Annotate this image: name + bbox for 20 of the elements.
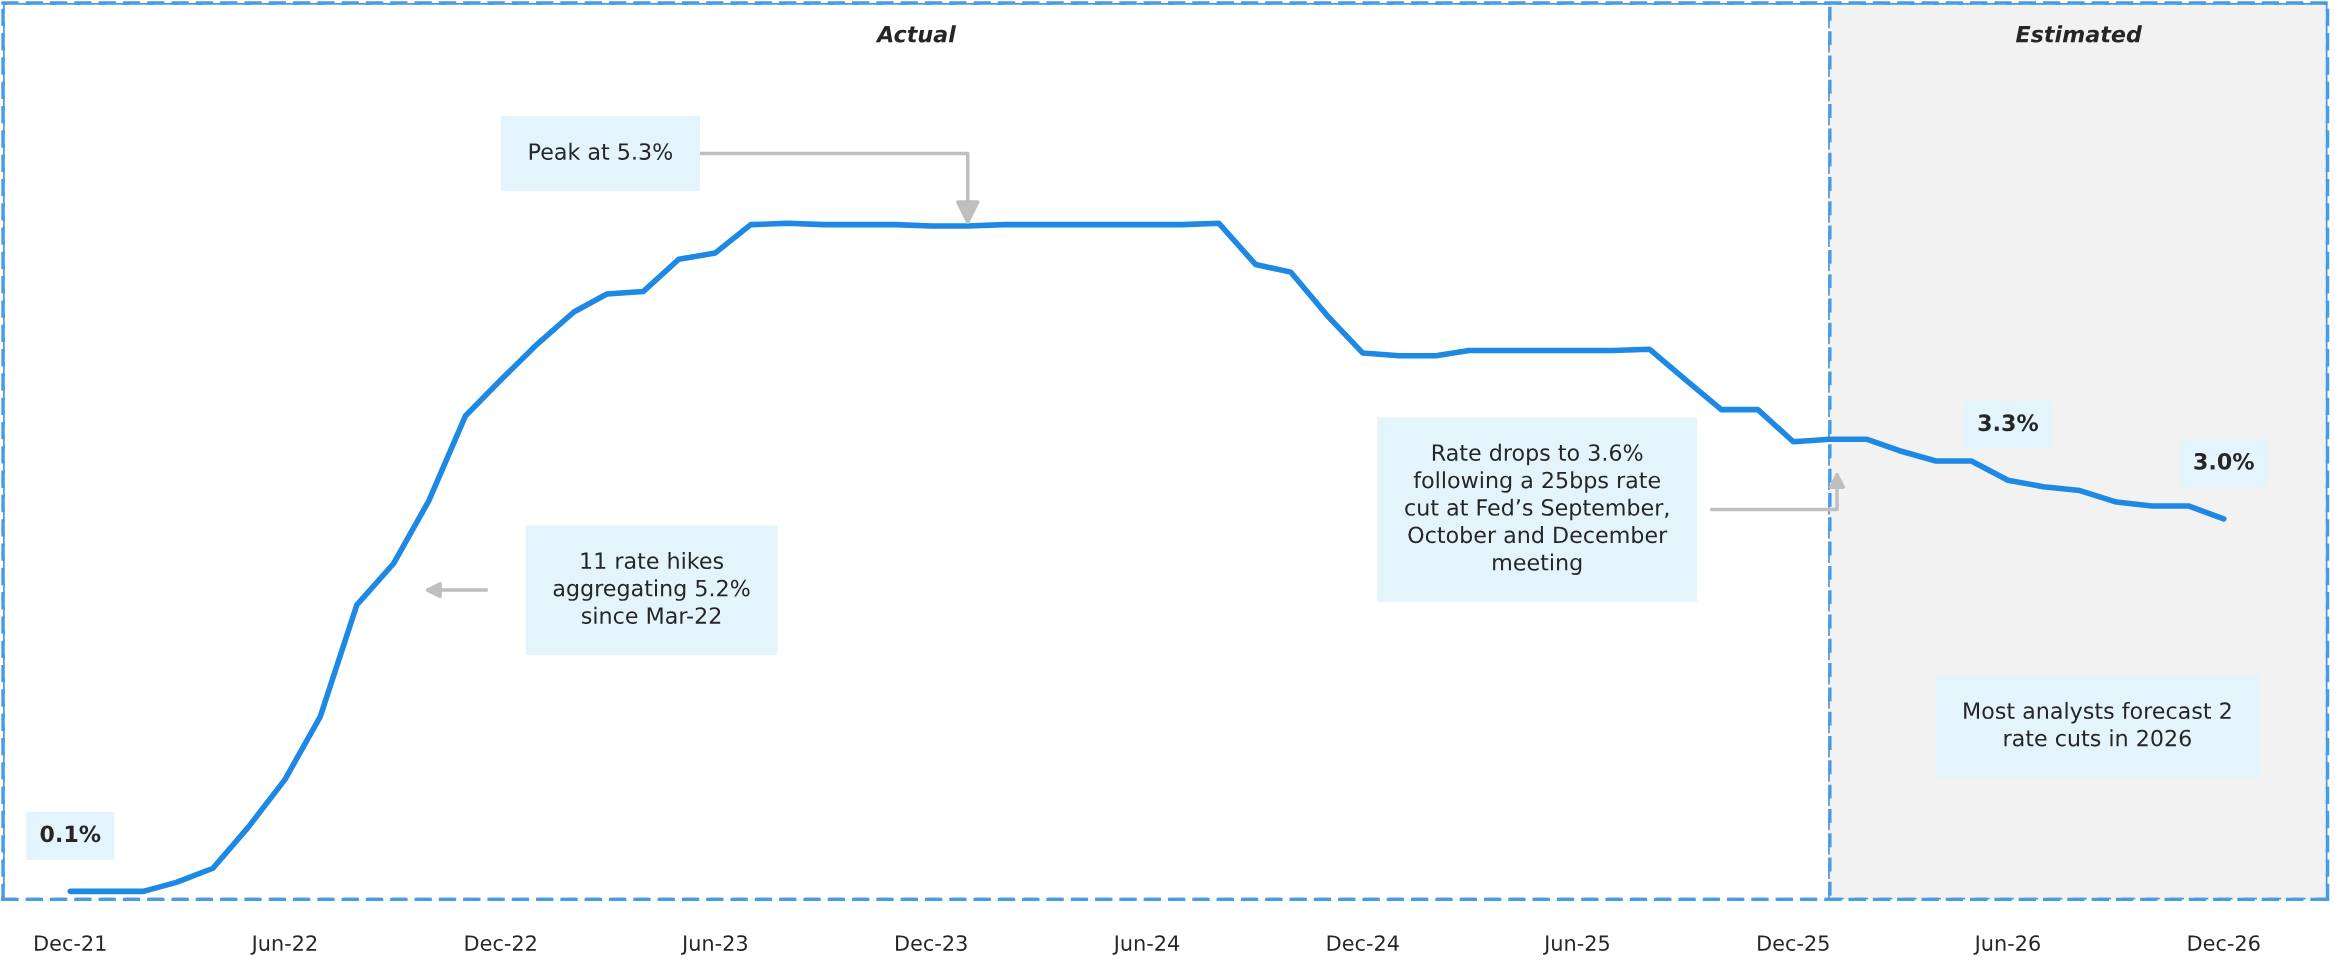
annotation: 11 rate hikes aggregating 5.2% since Mar-22: [553, 551, 750, 624]
x-tick-label: Jun-24: [1112, 935, 1180, 955]
x-tick-label: Dec-25: [1758, 935, 1829, 951]
x-tick-label: Jun-22: [250, 935, 317, 955]
x-tick-label: Dec-26: [2188, 935, 2260, 951]
x-tick-label: Dec-23: [896, 935, 967, 951]
x-tick-label: Jun-25: [1543, 935, 1609, 955]
band-label: Actual: [875, 25, 957, 43]
annotation: Rate drops to 3.6% following a 25bps rate cut at Fed’s September, October and December meeting: [1405, 443, 1669, 575]
annotation: Most analysts forecast 2 rate cuts in 2026: [1964, 701, 2231, 747]
data-label: 3.0%: [2194, 452, 2254, 470]
annotation: Peak at 5.3%: [529, 142, 673, 160]
data-label: 3.3%: [1978, 414, 2039, 432]
data-label: 0.1%: [40, 825, 101, 843]
x-tick-label: Jun-26: [1973, 935, 2040, 955]
x-tick-label: Jun-23: [680, 935, 747, 955]
x-tick-label: Dec-21: [35, 935, 106, 951]
band-label: Estimated: [2015, 25, 2143, 43]
x-tick-label: Dec-24: [1327, 935, 1399, 951]
x-tick-label: Dec-22: [465, 935, 536, 951]
